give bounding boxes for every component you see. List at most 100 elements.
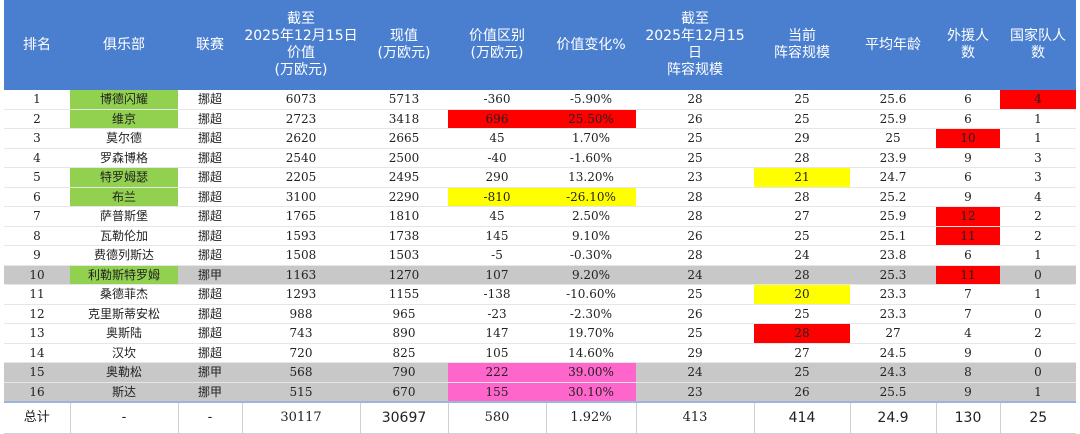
cell-club: 汉坎 [70,343,178,363]
cell-value-diff: -5 [448,245,546,266]
cell-rank: 16 [4,382,70,403]
cell-value-change-pct: 1.70% [546,128,636,149]
table-row: 1 博德闪耀 挪超 6073 5713 -360 -5.90% 28 25 25.6 6 4 [4,90,1076,110]
cell-old-value: 2620 [242,128,360,149]
cell-old-squad-size: 28 [636,90,754,110]
cell-old-value: 6073 [242,90,360,110]
cell-current-value: 1155 [360,284,448,305]
cell-rank: 15 [4,362,70,383]
cell-average-age: 24.3 [850,362,936,383]
table-row: 15 奥勒松 挪甲 568 790 222 39.00% 24 25 24.3 8 0 [4,362,1076,383]
cell-league: 挪甲 [178,382,242,403]
cell-rank: 13 [4,323,70,344]
cell-current-squad-size: 27 [754,343,850,363]
cell-current-value: 2495 [360,167,448,188]
cell-current-squad-size: 25 [754,90,850,110]
cell-league: 挪超 [178,206,242,227]
cell-value-change-pct: 2.50% [546,206,636,227]
cell-value-diff: 147 [448,323,546,344]
header-current-squad-size: 当前 阵容规模 [754,0,850,90]
cell-current-value: 825 [360,343,448,363]
cell-foreign-players: 12 [936,206,1000,227]
cell-current-value: 890 [360,323,448,344]
cell-current-squad-size: 28 [754,187,850,207]
cell-league: 挪超 [178,128,242,149]
cell-national-team-players: 1 [1000,128,1076,149]
header-old-value: 截至 2025年12月15日 价值 (万欧元) [242,0,360,90]
cell-value-diff: 290 [448,167,546,188]
cell-national-team-players: 0 [1000,265,1076,285]
cell-current-value: 3418 [360,109,448,129]
cell-national-team-players: 2 [1000,206,1076,227]
cell-league: 挪甲 [178,265,242,285]
header-old-squad-size: 截至 2025年12月15 日 阵容规模 [636,0,754,90]
cell-value-diff: 696 [448,109,546,129]
cell-club: 罗森博格 [70,148,178,168]
cell-foreign-players: 6 [936,245,1000,266]
cell-national-team-players: 2 [1000,323,1076,344]
cell-value-diff: -138 [448,284,546,305]
cell-rank: 9 [4,245,70,266]
cell-rank: 3 [4,128,70,149]
cell-old-value: 1765 [242,206,360,227]
total-old-squad-size: 413 [635,401,754,434]
table-row: 8 瓦勒伦加 挪超 1593 1738 145 9.10% 26 25 25.1 11 2 [4,226,1076,246]
header-club: 俱乐部 [70,0,178,90]
cell-old-value: 2540 [242,148,360,168]
cell-league: 挪超 [178,167,242,188]
cell-old-squad-size: 25 [636,323,754,344]
cell-average-age: 25.6 [850,90,936,110]
cell-foreign-players: 9 [936,343,1000,363]
cell-foreign-players: 8 [936,362,1000,383]
cell-old-value: 515 [242,382,360,403]
cell-rank: 14 [4,343,70,363]
cell-average-age: 25.2 [850,187,936,207]
table-row: 16 斯达 挪甲 515 670 155 30.10% 23 26 25.5 9 1 [4,382,1076,403]
cell-club: 布兰 [70,187,178,207]
cell-old-squad-size: 26 [636,304,754,324]
table-row: 14 汉坎 挪超 720 825 105 14.60% 29 27 24.5 9 0 [4,343,1076,363]
cell-old-squad-size: 23 [636,382,754,403]
cell-current-squad-size: 25 [754,226,850,246]
total-current-value: 30697 [359,401,448,434]
cell-current-value: 2500 [360,148,448,168]
cell-current-squad-size: 27 [754,206,850,227]
cell-rank: 1 [4,90,70,110]
cell-value-diff: 155 [448,382,546,403]
cell-value-change-pct: -26.10% [546,187,636,207]
table-row: 11 桑德菲杰 挪超 1293 1155 -138 -10.60% 25 20 23.3 7 1 [4,284,1076,305]
cell-current-value: 5713 [360,90,448,110]
club-value-table: 排名 俱乐部 联赛 截至 2025年12月15日 价值 (万欧元) 现值 (万欧… [4,0,1076,434]
cell-foreign-players: 11 [936,226,1000,246]
cell-average-age: 24.5 [850,343,936,363]
cell-current-value: 965 [360,304,448,324]
cell-foreign-players: 11 [936,265,1000,285]
cell-value-change-pct: 9.10% [546,226,636,246]
cell-current-value: 1810 [360,206,448,227]
cell-club: 斯达 [70,382,178,403]
cell-old-value: 568 [242,362,360,383]
cell-league: 挪甲 [178,362,242,383]
cell-rank: 2 [4,109,70,129]
total-national-team-players: 25 [999,401,1076,434]
cell-national-team-players: 4 [1000,90,1076,110]
cell-old-squad-size: 26 [636,226,754,246]
cell-rank: 12 [4,304,70,324]
header-rank: 排名 [4,0,70,90]
cell-national-team-players: 1 [1000,382,1076,403]
cell-current-value: 1270 [360,265,448,285]
cell-league: 挪超 [178,90,242,110]
cell-value-change-pct: -10.60% [546,284,636,305]
cell-national-team-players: 1 [1000,284,1076,305]
cell-national-team-players: 3 [1000,167,1076,188]
cell-value-diff: -40 [448,148,546,168]
cell-current-squad-size: 26 [754,382,850,403]
table-row: 9 费德列斯达 挪超 1508 1503 -5 -0.30% 28 24 23.8 6 1 [4,245,1076,266]
cell-current-squad-size: 25 [754,362,850,383]
cell-value-change-pct: 13.20% [546,167,636,188]
cell-value-diff: 45 [448,206,546,227]
cell-value-change-pct: -5.90% [546,90,636,110]
cell-current-value: 2665 [360,128,448,149]
cell-old-value: 1508 [242,245,360,266]
cell-foreign-players: 9 [936,382,1000,403]
